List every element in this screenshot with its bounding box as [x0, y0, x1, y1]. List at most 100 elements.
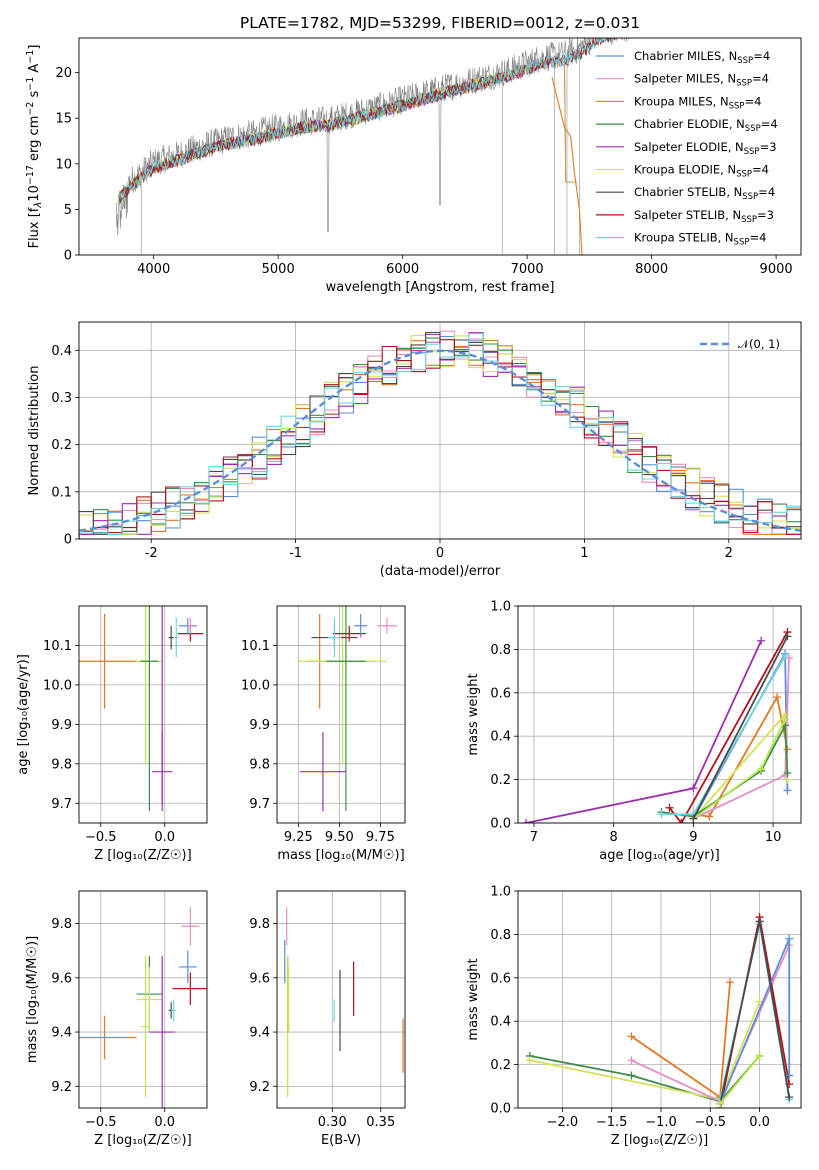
y-tick-label: 10 [55, 157, 72, 172]
model-line [118, 38, 625, 199]
y-tick-label: 0.4 [490, 1015, 511, 1030]
weight-marker [785, 934, 794, 943]
x-axis-label: Z [log₁₀(Z/Z☉)] [611, 1133, 708, 1148]
x-tick-label: 9000 [760, 262, 793, 277]
weight-marker [773, 693, 782, 702]
age-vs-mass-plot-area [298, 606, 397, 812]
y-tick-label: 0.8 [490, 643, 511, 658]
normal-curve [79, 349, 801, 532]
weight-marker [755, 1051, 764, 1060]
x-tick-label: 10 [765, 830, 782, 845]
x-tick-label: 9.25 [284, 830, 313, 845]
y-tick-label: 0.3 [51, 391, 72, 406]
mass-weight-vs-age-plot-area [521, 628, 794, 823]
weight-marker [783, 745, 792, 754]
x-tick-label: -1 [289, 546, 302, 561]
weight-marker [781, 714, 790, 723]
x-tick-label: 2 [725, 546, 733, 561]
y-tick-label: 0.4 [51, 344, 72, 359]
model-tail [551, 77, 583, 255]
weight-marker [785, 1071, 794, 1080]
x-axis-label: Z [log₁₀(Z/Z☉)] [94, 848, 191, 863]
weight-marker [627, 1032, 636, 1041]
age-vs-mass-frame [276, 605, 406, 824]
x-tick-label: 8 [610, 830, 618, 845]
x-tick-label: −1.0 [645, 1115, 677, 1130]
y-tick-label: 9.8 [51, 917, 72, 932]
weight-marker [525, 1056, 534, 1065]
x-tick-label: 0.30 [318, 1115, 347, 1130]
y-tick-label: 9.2 [51, 1080, 72, 1095]
x-tick-label: 7 [530, 830, 538, 845]
y-tick-label: 9.2 [249, 1080, 270, 1095]
y-tick-label: 0.4 [490, 730, 511, 745]
x-tick-label: 4000 [137, 262, 170, 277]
mass-weight-vs-Z-panel: −2.0 −1.5 −1.0 −0.5 0.0 0.0 0.2 0.4 0.6 0.8 1.0 Z [… [466, 885, 802, 1148]
x-tick-label: 7000 [511, 262, 544, 277]
x-tick-label: 0.0 [154, 1115, 175, 1130]
legend-label: Kroupa MILES, NSSP=4 [634, 94, 761, 111]
x-axis-label: wavelength [Angstrom, rest frame] [326, 280, 555, 295]
x-tick-label: 6000 [386, 262, 419, 277]
weight-marker [665, 803, 674, 812]
x-tick-label: 0.0 [154, 830, 175, 845]
spectrum-frame [78, 37, 802, 256]
x-axis-label: Z [log₁₀(Z/Z☉)] [94, 1133, 191, 1148]
spectrum-plot-area [116, 38, 633, 255]
y-tick-label: 1.0 [490, 885, 511, 900]
x-tick-label: 8000 [635, 262, 668, 277]
age-vs-Z-plot-area [79, 606, 204, 812]
spectrum-panel: 4000 5000 6000 7000 8000 9000 0 5 10 15 20 waveleng… [25, 37, 802, 295]
y-tick-label: 10.0 [241, 678, 270, 693]
model-line [118, 38, 630, 199]
x-tick-label: −0.5 [85, 1115, 117, 1130]
age-vs-Z-frame [78, 605, 208, 824]
mass-vs-Z-plot-area [79, 907, 207, 1108]
y-tick-label: 0 [64, 533, 72, 548]
figure-title: PLATE=1782, MJD=53299, FIBERID=0012, z=0… [240, 14, 640, 32]
x-tick-label: 0 [436, 546, 444, 561]
weight-line [692, 635, 789, 820]
legend-label: Kroupa STELIB, NSSP=4 [634, 231, 766, 248]
legend-label: Chabrier STELIB, NSSP=4 [634, 185, 775, 202]
mass-weight-vs-age-frame [517, 605, 802, 824]
x-tick-label: −2.0 [547, 1115, 579, 1130]
legend-label: Chabrier MILES, NSSP=4 [634, 49, 770, 66]
y-tick-label: 1.0 [490, 600, 511, 615]
weight-marker [783, 632, 792, 641]
x-tick-label: 1 [580, 546, 588, 561]
y-tick-label: 9.6 [51, 971, 72, 986]
age-vs-Z-panel: −0.5 0.0 9.7 9.8 9.9 10.0 10.1 Z [log₁₀(Z/Z☉)] a… [16, 605, 208, 863]
y-tick-label: 9.4 [249, 1026, 270, 1041]
weight-marker [726, 978, 735, 987]
legend: Chabrier MILES, NSSP=4 Salpeter MILES, NS… [596, 49, 778, 248]
legend-label: Salpeter MILES, NSSP=4 [634, 72, 769, 89]
x-axis-label: age [log₁₀(age/yr)] [599, 848, 720, 863]
weight-marker [785, 1093, 794, 1102]
y-tick-label: 10.1 [43, 639, 72, 654]
y-tick-label: 0.0 [490, 817, 511, 832]
x-tick-label: −1.5 [596, 1115, 628, 1130]
weight-marker [677, 819, 686, 823]
y-tick-label: 0.1 [51, 485, 72, 500]
x-axis-label: E(B-V) [321, 1133, 361, 1148]
x-tick-label: 0.0 [749, 1115, 770, 1130]
y-tick-label: 20 [55, 66, 72, 81]
mass-vs-Z-frame [78, 890, 208, 1109]
x-axis-label: (data-model)/error [380, 564, 501, 579]
weight-marker [521, 819, 530, 823]
weight-marker [783, 786, 792, 795]
model-line [118, 38, 625, 204]
x-tick-label: 9 [689, 830, 697, 845]
y-tick-label: 9.8 [51, 757, 72, 772]
y-tick-label: 15 [55, 112, 72, 127]
weight-marker [757, 636, 766, 645]
legend-label: Salpeter ELODIE, NSSP=3 [634, 140, 777, 157]
y-tick-label: 9.8 [249, 917, 270, 932]
age-vs-mass-panel: 9.25 9.50 9.75 9.7 9.8 9.9 10.0 10.1 mass [log₁₀… [241, 605, 406, 863]
weight-marker [781, 651, 790, 660]
weight-marker [689, 784, 698, 793]
mass-weight-vs-age-panel: 7 8 9 10 0.0 0.2 0.4 0.6 0.8 1.0 age [log₁₀(age/yr… [466, 600, 802, 863]
legend-label: 𝒩(0, 1) [738, 337, 780, 351]
